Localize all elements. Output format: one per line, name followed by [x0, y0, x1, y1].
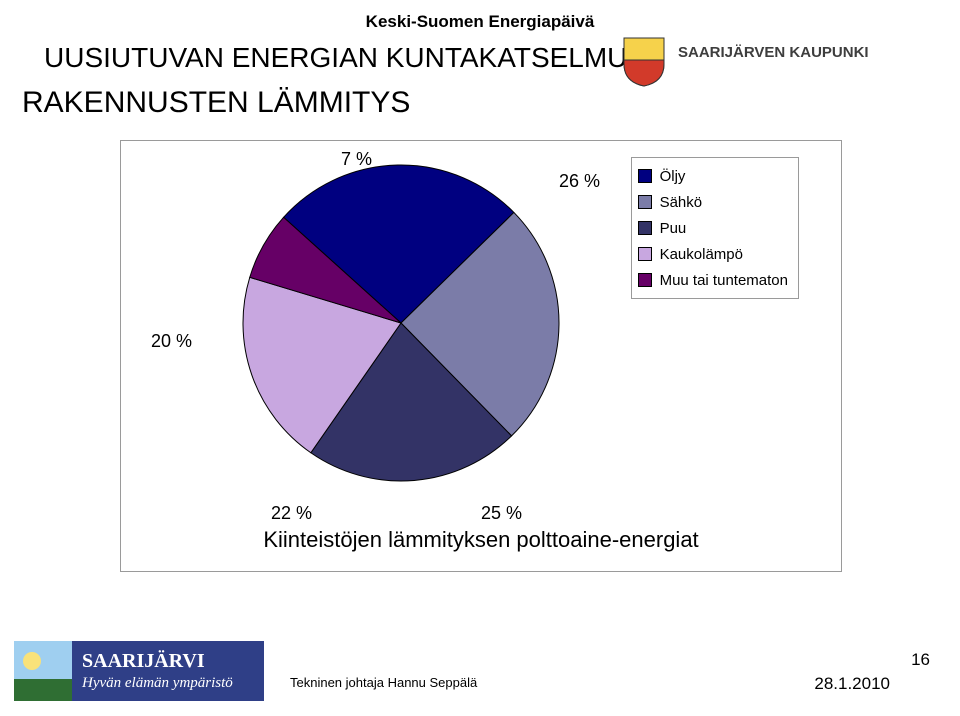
city-crest-label: SAARIJÄRVEN KAUPUNKI	[678, 44, 869, 61]
footer-logo-icon: SAARIJÄRVI Hyvän elämän ympäristö	[14, 641, 264, 706]
legend-item: Kaukolämpö	[638, 241, 788, 267]
event-title: Keski-Suomen Energiapäivä	[0, 12, 960, 32]
slide-title: UUSIUTUVAN ENERGIAN KUNTAKATSELMUS	[44, 42, 646, 74]
slide-subtitle: RAKENNUSTEN LÄMMITYS	[22, 86, 410, 120]
footer-date: 28.1.2010	[814, 674, 890, 694]
slice-label-kaukolampo: 20 %	[151, 331, 192, 352]
legend-swatch-icon	[638, 169, 652, 183]
pie-chart-container: 26 % 25 % 22 % 20 % 7 % Öljy Sähkö Puu K…	[120, 140, 842, 572]
legend-item: Muu tai tuntematon	[638, 267, 788, 293]
legend-label: Muu tai tuntematon	[660, 272, 788, 289]
chart-caption: Kiinteistöjen lämmityksen polttoaine-ene…	[121, 527, 841, 553]
legend-label: Puu	[660, 220, 687, 237]
legend-swatch-icon	[638, 221, 652, 235]
slice-label-sahko: 25 %	[481, 503, 522, 524]
legend: Öljy Sähkö Puu Kaukolämpö Muu tai tuntem…	[631, 157, 799, 299]
slice-label-muu: 7 %	[341, 149, 372, 170]
legend-item: Sähkö	[638, 189, 788, 215]
legend-swatch-icon	[638, 195, 652, 209]
slice-label-oljy: 26 %	[559, 171, 600, 192]
city-crest-icon	[620, 34, 668, 93]
legend-label: Sähkö	[660, 194, 703, 211]
legend-label: Öljy	[660, 168, 686, 185]
legend-swatch-icon	[638, 273, 652, 287]
legend-swatch-icon	[638, 247, 652, 261]
page-number: 16	[911, 650, 930, 670]
legend-label: Kaukolämpö	[660, 246, 743, 263]
legend-item: Puu	[638, 215, 788, 241]
slice-label-puu: 22 %	[271, 503, 312, 524]
legend-item: Öljy	[638, 163, 788, 189]
footer-author: Tekninen johtaja Hannu Seppälä	[290, 675, 477, 690]
pie-chart	[231, 153, 571, 493]
footer-logo-tagline: Hyvän elämän ympäristö	[81, 675, 233, 691]
footer-logo-title: SAARIJÄRVI	[82, 649, 205, 672]
